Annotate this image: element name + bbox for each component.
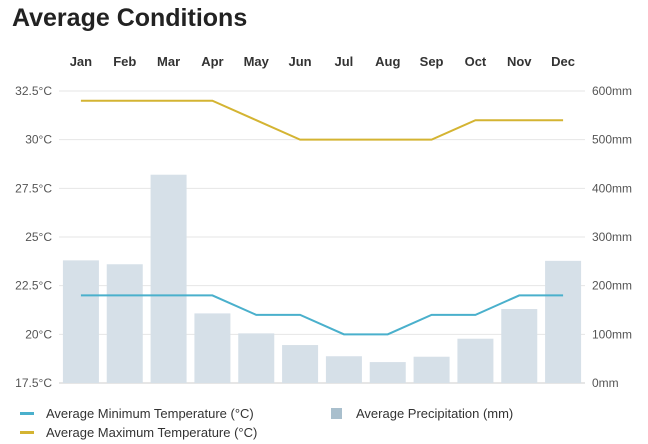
precipitation-bar[interactable] [545, 260, 582, 383]
month-label: Sep [420, 54, 444, 69]
legend-item-min-temp[interactable]: Average Minimum Temperature (°C) [20, 406, 254, 421]
left-axis-tick-label: 30°C [25, 133, 52, 147]
precipitation-bar[interactable] [369, 362, 406, 383]
left-axis-tick-label: 22.5°C [15, 279, 52, 293]
month-label: Nov [507, 54, 532, 69]
month-label: Feb [113, 54, 136, 69]
precipitation-bar[interactable] [413, 356, 450, 383]
legend-swatch-precipitation [331, 408, 342, 419]
right-axis-tick-label: 100mm [592, 327, 632, 341]
month-label: Aug [375, 54, 400, 69]
precipitation-bars [62, 174, 582, 383]
precipitation-bar[interactable] [62, 260, 99, 383]
legend-item-precipitation[interactable]: Average Precipitation (mm) [331, 406, 513, 421]
legend-label-min-temp: Average Minimum Temperature (°C) [46, 406, 254, 421]
right-axis-tick-label: 400mm [592, 181, 632, 195]
legend-label-max-temp: Average Maximum Temperature (°C) [46, 425, 258, 440]
precipitation-bar[interactable] [325, 356, 362, 383]
left-axis-tick-label: 32.5°C [15, 84, 52, 98]
left-axis-tick-label: 17.5°C [15, 376, 52, 390]
month-label: Jun [289, 54, 312, 69]
precipitation-bar[interactable] [457, 338, 494, 383]
precipitation-bar[interactable] [501, 309, 538, 383]
precipitation-bar[interactable] [106, 264, 143, 383]
precipitation-bar[interactable] [194, 313, 231, 383]
legend-swatch-max-temp [20, 431, 34, 434]
max-temperature-line[interactable] [80, 99, 564, 141]
month-labels: Jan Feb Mar Apr May Jun Jul Aug Sep Oct Nov Dec [70, 54, 575, 69]
right-axis-tick-label: 0mm [592, 376, 619, 390]
month-label: Jan [70, 54, 92, 69]
left-axis-ticks: 17.5°C 20°C 22.5°C 25°C 27.5°C 30°C 32.5°C [15, 84, 52, 390]
month-label: Mar [157, 54, 180, 69]
precipitation-bar[interactable] [282, 345, 319, 383]
legend-swatch-min-temp [20, 412, 34, 415]
right-axis-ticks: 0mm 100mm 200mm 300mm 400mm 500mm 600mm [592, 84, 632, 390]
right-axis-tick-label: 300mm [592, 230, 632, 244]
precipitation-bar[interactable] [238, 333, 275, 383]
right-axis-tick-label: 500mm [592, 133, 632, 147]
legend-item-max-temp[interactable]: Average Maximum Temperature (°C) [20, 425, 257, 440]
temperature-lines [80, 99, 564, 336]
left-axis-tick-label: 25°C [25, 230, 52, 244]
month-label: Jul [335, 54, 354, 69]
left-axis-tick-label: 20°C [25, 327, 52, 341]
right-axis-tick-label: 200mm [592, 279, 632, 293]
min-temperature-line[interactable] [80, 294, 564, 336]
chart-title: Average Conditions [12, 4, 248, 32]
legend-label-precipitation: Average Precipitation (mm) [356, 406, 514, 421]
left-axis-tick-label: 27.5°C [15, 181, 52, 195]
month-label: Apr [201, 54, 223, 69]
month-label: Oct [465, 54, 487, 69]
right-axis-tick-label: 600mm [592, 84, 632, 98]
precipitation-bar[interactable] [150, 174, 187, 383]
month-label: Dec [551, 54, 575, 69]
month-label: May [244, 54, 270, 69]
